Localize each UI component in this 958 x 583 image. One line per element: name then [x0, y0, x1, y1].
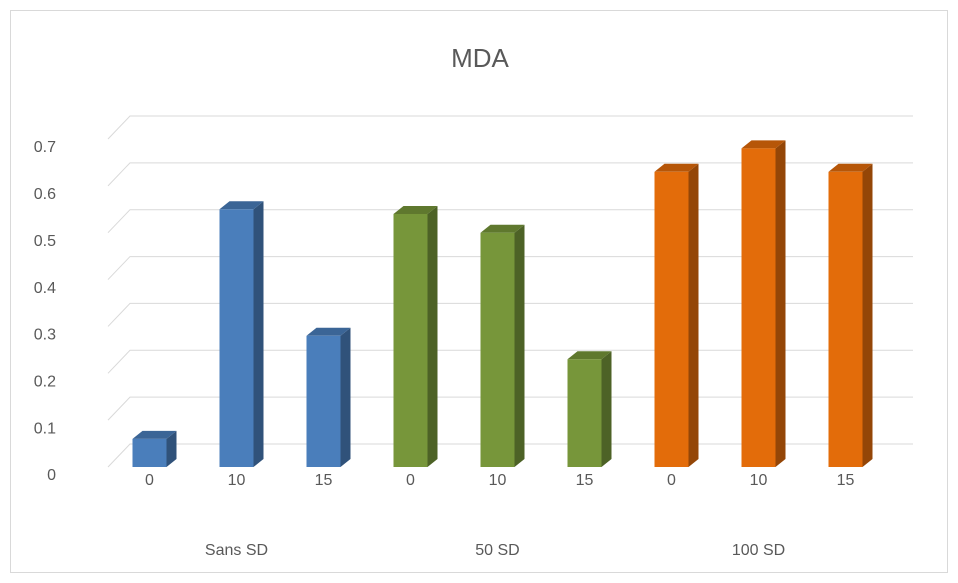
y-tick-label: 0: [47, 467, 56, 484]
x-tick-label: 15: [576, 472, 594, 489]
bar: [219, 201, 264, 468]
y-tick-label: 0.5: [34, 233, 56, 250]
group-label: 100 SD: [732, 542, 785, 559]
bar-front: [306, 335, 341, 467]
bar-top: [741, 140, 786, 149]
x-tick-label: 0: [667, 472, 676, 489]
bar-side: [775, 140, 786, 467]
x-tick-label: 10: [750, 472, 768, 489]
bar-front: [741, 148, 776, 467]
bar: [480, 224, 525, 467]
y-tick-label: 0.3: [34, 327, 56, 344]
x-tick-label: 0: [145, 472, 154, 489]
bar-side: [688, 163, 699, 468]
x-tick-label: 0: [406, 472, 415, 489]
bar-front: [393, 213, 428, 467]
grid-line: [107, 256, 913, 280]
bar-top: [132, 430, 177, 439]
bar: [741, 140, 786, 467]
grid-line: [107, 209, 913, 234]
bar: [132, 430, 177, 467]
bar: [828, 163, 873, 468]
bar-front: [567, 359, 602, 467]
bar-top: [567, 351, 612, 360]
grid-line: [107, 162, 913, 187]
bar-top: [654, 163, 699, 172]
bar-side: [166, 430, 177, 467]
grid-line: [107, 115, 913, 140]
x-tick-label: 15: [837, 472, 855, 489]
x-tick-label: 10: [228, 472, 246, 489]
grid-line: [107, 302, 913, 327]
bar-front: [132, 438, 167, 467]
chart-frame: [10, 10, 948, 573]
bar-top: [393, 205, 438, 214]
bar-top: [306, 327, 351, 336]
bar: [306, 327, 351, 467]
bar-side: [340, 327, 351, 467]
grid-line: [107, 349, 913, 374]
y-tick-label: 0.7: [34, 139, 56, 156]
bar-top: [480, 224, 525, 233]
bar-front: [654, 171, 689, 468]
bar-side: [253, 201, 264, 468]
bar-side: [427, 205, 438, 467]
group-label: 50 SD: [475, 542, 519, 559]
y-tick-label: 0.2: [34, 374, 56, 391]
bar-side: [514, 224, 525, 467]
grid-line: [107, 443, 913, 468]
bar-side: [862, 163, 873, 468]
bar-front: [828, 171, 863, 468]
bar-top: [219, 201, 264, 210]
y-tick-label: 0.1: [34, 420, 56, 437]
bar: [393, 205, 438, 467]
bar-front: [219, 209, 254, 468]
x-tick-label: 15: [315, 472, 333, 489]
bar-side: [601, 351, 612, 467]
y-tick-label: 0.4: [34, 280, 56, 297]
bar: [654, 163, 699, 468]
group-label: Sans SD: [205, 542, 268, 559]
y-tick-label: 0.6: [34, 186, 56, 203]
grid-line: [107, 396, 913, 421]
bar: [567, 351, 612, 467]
chart-title: MDA: [451, 43, 509, 73]
bar-top: [828, 163, 873, 172]
bar-front: [480, 232, 515, 467]
x-tick-label: 10: [489, 472, 507, 489]
